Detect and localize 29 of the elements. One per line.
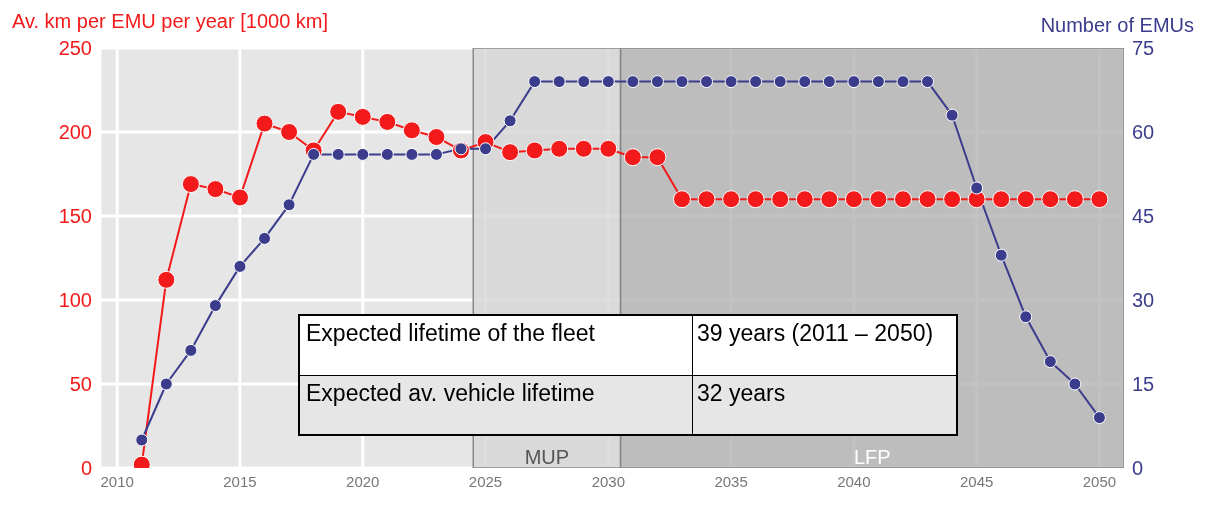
x-tick-label: 2040 (837, 472, 871, 490)
x-tick-label: 2030 (591, 472, 625, 490)
y-tick-label: 0 (80, 457, 92, 480)
x-tick-label: 2015 (223, 472, 257, 490)
y-tick-label: 200 (58, 121, 92, 144)
y-tick-label: 100 (58, 289, 92, 312)
y-tick-label: 250 (58, 37, 92, 60)
y2-tick-label: 60 (1132, 121, 1155, 144)
y-tick-label: 50 (69, 373, 92, 396)
annotation: Expected lifetime of the fleet (299, 315, 693, 375)
x-tick-label: 2025 (468, 472, 503, 490)
x-tick-label: 2045 (959, 472, 994, 490)
y2-tick-label: 15 (1132, 373, 1155, 396)
annotation: 32 years (692, 375, 957, 435)
band-label: MUP (524, 446, 570, 468)
x-tick-label: 2020 (346, 472, 380, 490)
x-tick-label: 2010 (100, 472, 134, 490)
y2-tick-label: 45 (1132, 205, 1155, 228)
y2-tick-label: 75 (1132, 37, 1155, 60)
x-tick-label: 2035 (714, 472, 748, 490)
band-label: LFP (853, 446, 891, 468)
y2-tick-label: 0 (1132, 457, 1144, 480)
y-tick-label: 150 (58, 205, 92, 228)
x-tick-label: 2050 (1082, 472, 1117, 490)
y2-tick-label: 30 (1132, 289, 1155, 312)
annotation: Expected av. vehicle lifetime (299, 375, 693, 435)
y2-axis-title: Number of EMUs (1040, 14, 1194, 37)
y-axis-title: Av. km per EMU per year [1000 km] (12, 10, 329, 33)
annotation: 39 years (2011 – 2050) (692, 315, 957, 375)
